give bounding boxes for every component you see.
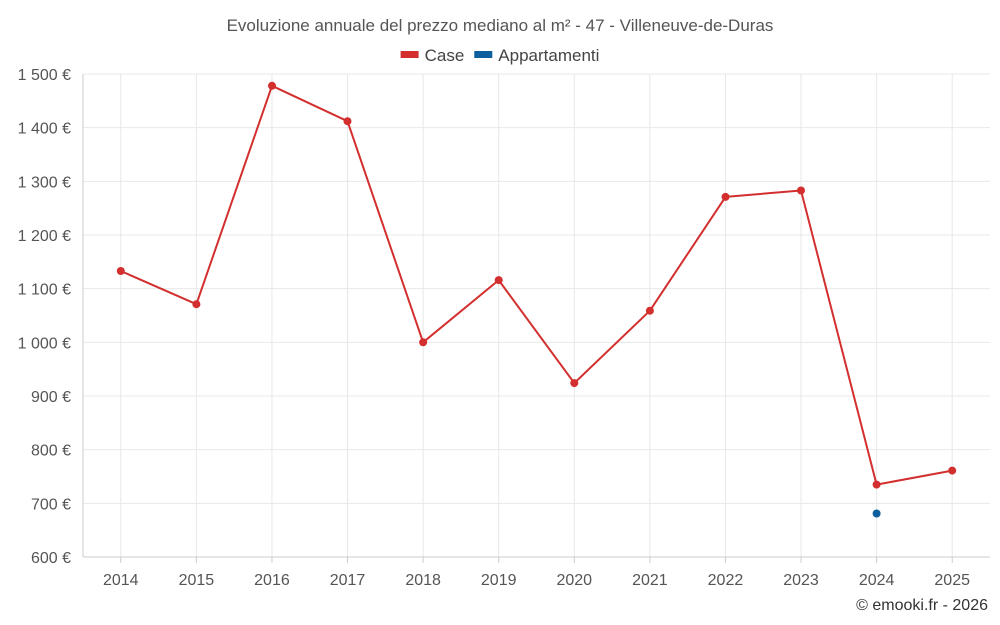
data-point-0[interactable] xyxy=(116,267,125,275)
data-point-0[interactable] xyxy=(494,276,503,285)
data-point-0[interactable] xyxy=(872,480,881,489)
axes: 600 € 700 € 800 € 900 € 1 000 € 1 100 € 1 200 … xyxy=(18,67,990,589)
x-tick-label: 2016 xyxy=(254,572,290,589)
data-point-0[interactable] xyxy=(419,338,428,347)
legend-label-1[interactable]: Appartamenti xyxy=(498,46,599,65)
data-point-0[interactable] xyxy=(948,466,957,475)
y-tick-label: 1 300 € xyxy=(18,174,71,191)
x-tick-label: 2017 xyxy=(330,572,366,589)
data-point-0[interactable] xyxy=(570,379,579,388)
x-tick-label: 2019 xyxy=(481,572,517,589)
x-tick-label: 2022 xyxy=(708,572,744,589)
legend-items: Case Appartamenti xyxy=(400,46,599,65)
x-tick-label: 2023 xyxy=(783,572,819,589)
legend-swatch-1[interactable] xyxy=(474,51,493,58)
y-tick-label: 600 € xyxy=(31,550,71,567)
x-tick-label: 2018 xyxy=(405,572,441,589)
data-point-1[interactable] xyxy=(872,509,881,518)
data-point-0[interactable] xyxy=(343,117,352,126)
legend-swatch-0[interactable] xyxy=(400,51,419,58)
data-point-0[interactable] xyxy=(645,306,654,315)
x-tick-label: 2025 xyxy=(934,572,970,589)
credit: © emooki.fr - 2026 xyxy=(856,597,988,614)
series-line-0 xyxy=(120,84,953,486)
y-tick-label: 1 400 € xyxy=(18,121,71,138)
y-tick-label: 1 200 € xyxy=(18,228,71,245)
chart-title: Evoluzione annuale del prezzo mediano al… xyxy=(227,16,774,35)
y-tick-label: 700 € xyxy=(31,496,71,513)
x-tick-label: 2024 xyxy=(859,572,895,589)
grid xyxy=(83,73,990,557)
legend: Case Appartamenti xyxy=(400,46,599,65)
y-tick-label: 1 500 € xyxy=(18,67,71,84)
x-tick-label: 2020 xyxy=(556,572,592,589)
x-tick-label: 2021 xyxy=(632,572,668,589)
data-point-0[interactable] xyxy=(797,186,805,195)
x-tick-label: 2015 xyxy=(179,572,215,589)
y-tick-label: 1 000 € xyxy=(18,335,71,352)
data-point-0[interactable] xyxy=(268,81,276,90)
data-point-0[interactable] xyxy=(192,300,201,309)
data-point-0[interactable] xyxy=(721,192,730,201)
y-tick-label: 900 € xyxy=(31,389,71,406)
x-tick-label: 2014 xyxy=(103,572,139,589)
y-tick-label: 800 € xyxy=(31,443,71,460)
y-tick-label: 1 100 € xyxy=(18,282,71,299)
series-layer xyxy=(116,81,957,518)
legend-label-0[interactable]: Case xyxy=(425,46,465,65)
